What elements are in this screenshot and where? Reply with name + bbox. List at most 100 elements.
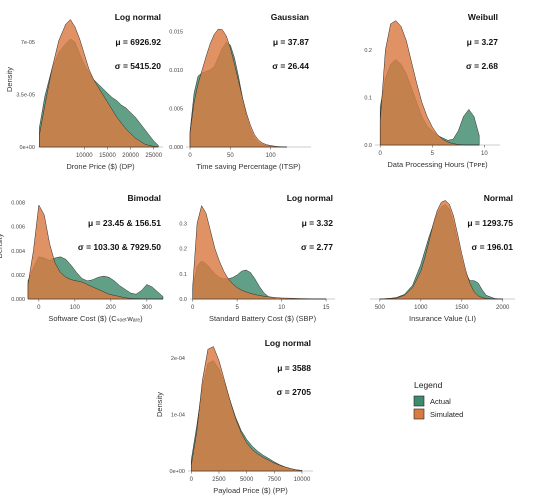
y-axis-label: Density	[155, 392, 164, 417]
x-axis-label: Standard Battery Cost ($) (SBP)	[209, 314, 317, 323]
density-panel-6: 500 1000 1500 2000 Insurance Value (LI) Norma…	[370, 193, 515, 323]
charts-layer: 10000 15000 20000 250000e+003.5e-057e-05Dro…	[0, 12, 515, 495]
x-axis-label: Data Processing Hours (Tᴘᴘᴇ)	[387, 160, 488, 169]
y-tick-label: 0.005	[169, 106, 183, 112]
density-panel-5: 0 5 10 15 0.0 0.1 0.2 0.3 Standard Battery Cost …	[179, 193, 335, 323]
x-tick-label: 10000	[76, 153, 93, 159]
stat-mu: μ = 3588	[277, 363, 311, 373]
distribution-name: Log normal	[115, 12, 161, 22]
x-tick-label: 10	[278, 305, 285, 311]
stat-sigma: σ = 2.68	[466, 61, 498, 71]
x-tick-label: 2500	[212, 477, 226, 483]
y-tick-label: 0.0	[179, 297, 187, 303]
y-tick-label: 2e-04	[171, 356, 185, 362]
x-tick-label: 20000	[122, 153, 139, 159]
density-area-simulated	[27, 204, 163, 300]
y-tick-label: 0.015	[169, 29, 183, 35]
stat-mu: μ = 3.32	[302, 218, 334, 228]
density-area-simulated	[379, 200, 503, 300]
y-tick-label: 0.006	[11, 225, 25, 231]
y-tick-label: 0e+00	[170, 469, 185, 475]
x-tick-label: 2000	[496, 305, 510, 311]
distribution-name: Bimodal	[127, 193, 161, 203]
y-tick-label: 0.2	[179, 247, 187, 253]
x-tick-label: 300	[142, 305, 153, 311]
stat-mu: μ = 3.27	[467, 37, 499, 47]
y-axis-label: Density	[5, 67, 14, 92]
x-axis-label: Drone Price ($) (DP)	[66, 162, 135, 171]
legend-swatch-simulated	[413, 408, 425, 420]
y-tick-label: 0.000	[11, 297, 25, 303]
y-tick-label: 0.002	[11, 273, 25, 279]
x-tick-label: 5	[431, 151, 435, 157]
density-area-simulated	[192, 204, 327, 300]
distribution-name: Log normal	[287, 193, 333, 203]
y-tick-label: 0e+00	[20, 145, 35, 151]
stat-sigma: σ = 196.01	[472, 242, 514, 252]
density-area-simulated	[191, 346, 303, 472]
x-tick-label: 200	[106, 305, 117, 311]
density-panel-4: 0 100 200 300 0.000 0.002 0.004 0.006 0.008 Softw…	[0, 193, 164, 323]
stat-mu: μ = 6926.92	[115, 37, 161, 47]
stat-sigma: σ = 103.30 & 7929.50	[78, 242, 161, 252]
y-tick-label: 0.0	[364, 143, 372, 149]
stat-sigma: σ = 5415.20	[115, 61, 161, 71]
x-tick-label: 500	[375, 305, 386, 311]
legend: Legend Actual Simulated	[413, 380, 463, 420]
x-axis-label: Insurance Value (LI)	[409, 314, 476, 323]
x-tick-label: 15000	[99, 153, 116, 159]
distribution-name: Log normal	[265, 338, 311, 348]
density-area-simulated	[39, 19, 159, 148]
x-tick-label: 1500	[455, 305, 469, 311]
x-axis-label: Software Cost ($) (Cₛₒₑₜᴡₐᵣₑ)	[48, 314, 143, 323]
distribution-name: Gaussian	[271, 12, 309, 22]
x-axis-label: Time saving Percentage (ITSP)	[196, 162, 301, 171]
density-panel-7: 0 2500 5000 7500 10000 0e+00 1e-04 2e-04 Payload…	[155, 338, 313, 495]
stat-mu: μ = 37.87	[273, 37, 309, 47]
y-tick-label: 0.010	[169, 68, 183, 74]
x-tick-label: 10000	[294, 477, 311, 483]
density-panel-1: 10000 15000 20000 25000 0e+00 3.5e-05 7e-05 Dro…	[5, 12, 163, 171]
y-tick-label: 0.1	[364, 96, 372, 102]
stat-mu: μ = 23.45 & 156.51	[88, 218, 161, 228]
x-tick-label: 50	[227, 153, 234, 159]
y-tick-label: 0.1	[179, 272, 187, 278]
density-panel-3: 0 5 10 0.0 0.1 0.2 Data Processing Hours (Tᴘᴘᴇ…	[364, 12, 500, 169]
x-tick-label: 0	[37, 305, 41, 311]
x-tick-label: 10	[481, 151, 488, 157]
x-axis-label: Payload Price ($) (PP)	[213, 486, 288, 495]
x-tick-label: 0	[191, 305, 195, 311]
y-tick-label: 3.5e-05	[16, 93, 35, 99]
y-tick-label: 7e-05	[21, 40, 35, 46]
legend-label-simulated: Simulated	[430, 410, 463, 419]
x-tick-label: 15	[323, 305, 330, 311]
distribution-name: Weibull	[468, 12, 498, 22]
y-tick-label: 0.008	[11, 201, 25, 207]
y-tick-label: 0.3	[179, 221, 187, 227]
stat-sigma: σ = 2.77	[301, 242, 333, 252]
y-tick-label: 0.004	[11, 249, 25, 255]
x-tick-label: 0	[190, 477, 194, 483]
legend-swatch-actual	[413, 395, 425, 407]
density-panel-2: 0 50 100 0.000 0.005 0.010 0.015 Time saving Pe…	[169, 12, 311, 171]
x-tick-label: 5000	[240, 477, 254, 483]
x-tick-label: 1000	[414, 305, 428, 311]
x-tick-label: 0	[188, 153, 192, 159]
y-tick-label: 0.2	[364, 48, 372, 54]
legend-title: Legend	[414, 380, 443, 390]
stat-sigma: σ = 2705	[277, 387, 312, 397]
distribution-name: Normal	[484, 193, 513, 203]
y-axis-label: Density	[0, 233, 4, 258]
y-tick-label: 0.000	[169, 145, 183, 151]
x-tick-label: 0	[379, 151, 383, 157]
x-tick-label: 100	[266, 153, 277, 159]
stat-sigma: σ = 26.44	[272, 61, 309, 71]
x-tick-label: 25000	[145, 153, 162, 159]
density-area-simulated	[379, 20, 480, 146]
stat-mu: μ = 1293.75	[467, 218, 513, 228]
density-area-simulated	[189, 28, 287, 148]
x-tick-label: 5	[235, 305, 239, 311]
x-tick-label: 100	[70, 305, 81, 311]
y-tick-label: 1e-04	[171, 412, 185, 418]
